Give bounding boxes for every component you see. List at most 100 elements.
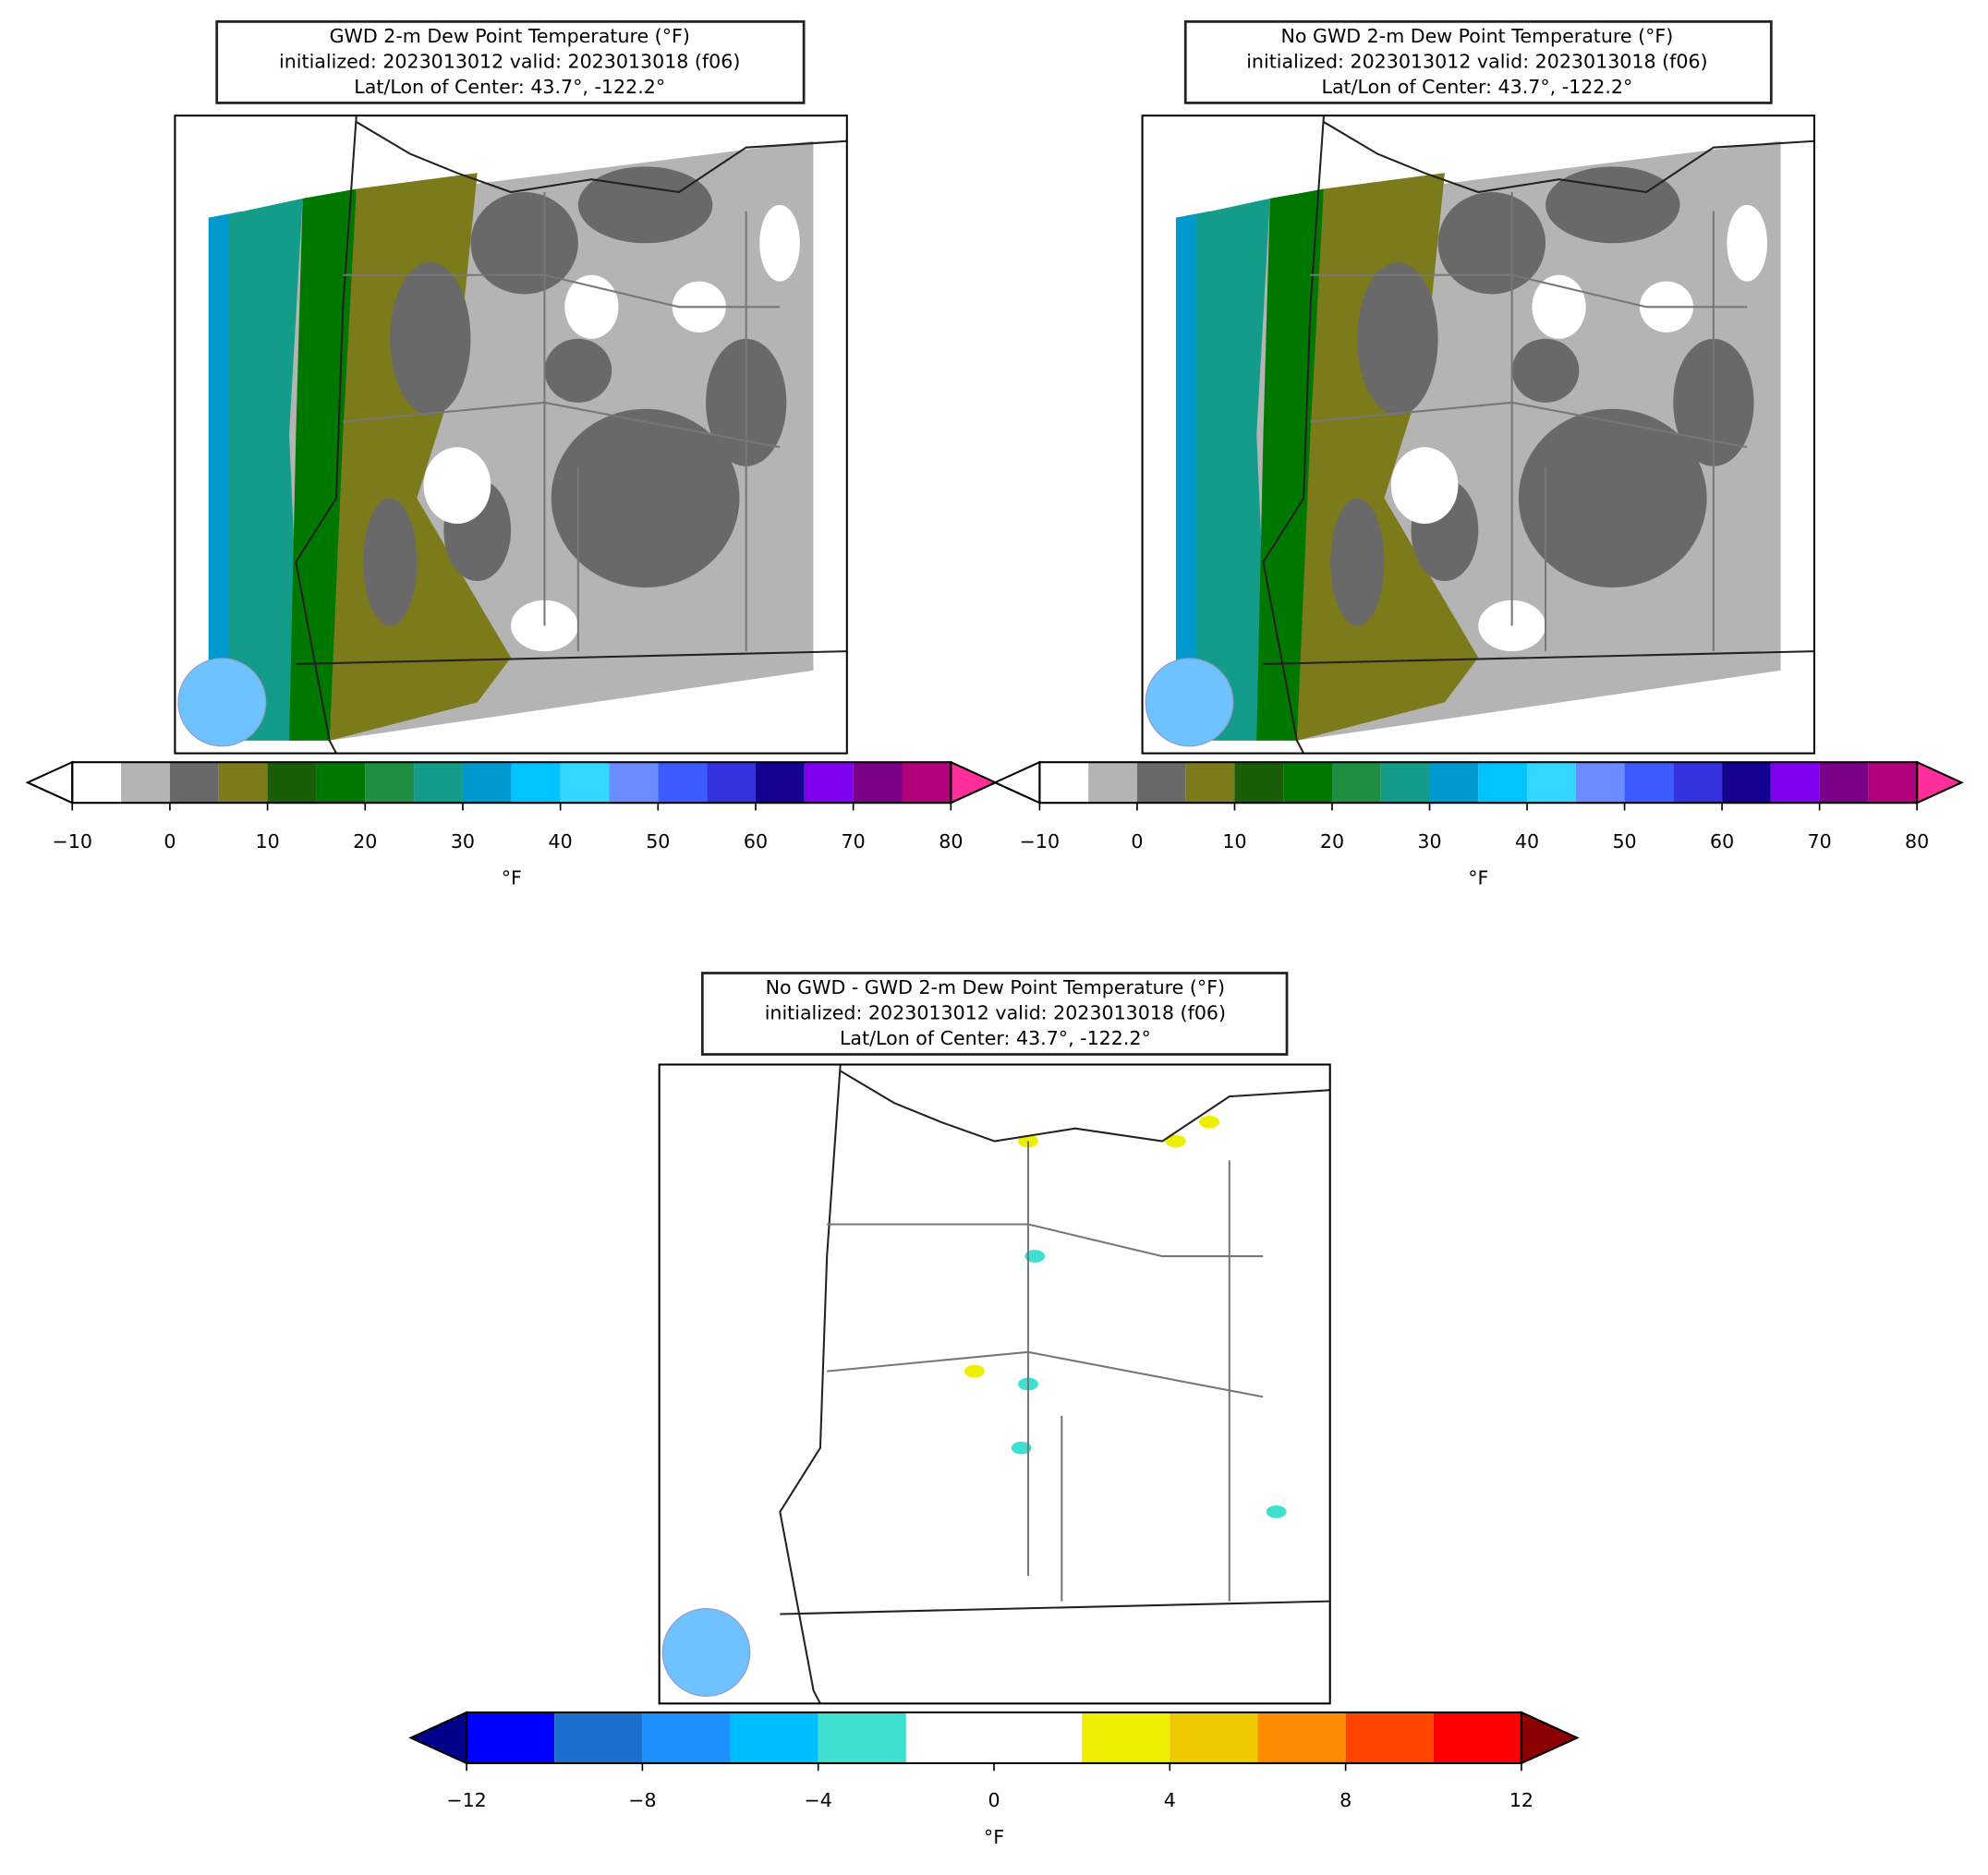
colorbar-over: [1916, 760, 1964, 804]
field-patch: [1390, 447, 1459, 525]
colorbar-segment: [365, 762, 415, 804]
title-line: initialized: 2023013012 valid: 202301301…: [1246, 50, 1707, 72]
colorbar-tick-label: −10: [1020, 830, 1060, 853]
title-box: [215, 20, 806, 104]
colorbar-segment: [1039, 762, 1089, 804]
field-patch: [1437, 192, 1546, 295]
field-patch: [1330, 498, 1385, 626]
colorbar-segment: [1433, 1712, 1521, 1763]
colorbar-tick-label: 30: [451, 830, 475, 853]
colorbar-segment: [658, 762, 708, 804]
title-line: No GWD 2-m Dew Point Temperature (°F): [1281, 25, 1674, 47]
colorbar-tick-label: 40: [1515, 830, 1539, 853]
field-patch: [544, 338, 612, 403]
colorbar-tick-label: 0: [988, 1789, 1000, 1811]
colorbar-segment: [1722, 762, 1771, 804]
noaa-logo: [177, 658, 267, 747]
county-line: [1310, 401, 1748, 449]
field-patch: [470, 192, 578, 295]
field-ocean-teal: [1195, 198, 1270, 741]
colorbar-segment: [1234, 762, 1284, 804]
county-line: [827, 1350, 1264, 1398]
colorbar-segment: [560, 762, 610, 804]
colorbar-segment: [1673, 762, 1723, 804]
title-line: No GWD - GWD 2-m Dew Point Temperature (…: [766, 976, 1225, 998]
map-frame: [174, 115, 848, 755]
colorbar-segment: [414, 762, 463, 804]
colorbar-segment: [1624, 762, 1674, 804]
field-patch: [759, 204, 800, 282]
colorbar-frame: [1038, 761, 1919, 804]
colorbar-segment: [1257, 1712, 1346, 1763]
field-patch: [1511, 338, 1580, 403]
colorbar-label: °F: [984, 1826, 1004, 1848]
colorbar-tick-label: 8: [1339, 1789, 1352, 1811]
colorbar-segment: [72, 762, 122, 804]
colorbar-segment: [121, 762, 170, 804]
colorbar-segment: [853, 762, 903, 804]
colorbar-segment: [467, 1712, 555, 1763]
colorbar-segment: [755, 762, 805, 804]
colorbar-tick-label: 20: [1320, 830, 1344, 853]
state-border: [356, 121, 847, 194]
state-border: [780, 1600, 1330, 1615]
field-patch: [1024, 1250, 1046, 1263]
panel: GWD 2-m Dew Point Temperature (°F) initia…: [25, 20, 999, 889]
colorbar-segment: [1380, 762, 1430, 804]
colorbar-segment: [1478, 762, 1528, 804]
county-line: [343, 273, 781, 308]
field-patch: [1727, 204, 1768, 282]
colorbar-segment: [994, 1712, 1083, 1763]
colorbar-segment: [1868, 762, 1918, 804]
title-line: GWD 2-m Dew Point Temperature (°F): [330, 25, 690, 47]
colorbar-segment: [1185, 762, 1235, 804]
colorbar-segment: [818, 1712, 906, 1763]
colorbar-tick-label: 80: [939, 830, 963, 853]
colorbar-label: °F: [1468, 867, 1488, 889]
colorbar-frame: [71, 761, 952, 804]
field-patch: [423, 447, 491, 525]
colorbar-segment: [1819, 762, 1869, 804]
field-patch: [964, 1364, 985, 1378]
title-box: [1183, 20, 1773, 104]
field-patch: [363, 498, 418, 626]
title-line: initialized: 2023013012 valid: 202301301…: [765, 1002, 1226, 1024]
colorbar-tick-label: 70: [1808, 830, 1832, 853]
colorbar-segment: [804, 762, 854, 804]
title-line: Lat/Lon of Center: 43.7°, -122.2°: [840, 1027, 1151, 1049]
colorbar-segment: [609, 762, 659, 804]
field-patch: [1266, 1505, 1287, 1518]
colorbar-tick-label: 80: [1905, 830, 1929, 853]
field-patch: [551, 408, 740, 588]
colorbar-tick-label: −4: [805, 1789, 832, 1811]
colorbar-segment: [511, 762, 561, 804]
colorbar-segment: [267, 762, 317, 804]
noaa-logo: [661, 1608, 751, 1697]
field-patch: [577, 166, 713, 244]
field-patch: [1199, 1115, 1219, 1129]
panel: No GWD 2-m Dew Point Temperature (°F) ini…: [992, 20, 1964, 889]
colorbar-segment: [1345, 1712, 1434, 1763]
county-line: [827, 1223, 1264, 1258]
state-border: [840, 1070, 1330, 1143]
colorbar-segment: [554, 1712, 643, 1763]
field-patch: [1357, 261, 1438, 416]
county-line: [343, 401, 781, 449]
colorbar-tick-label: −12: [446, 1789, 486, 1811]
colorbar-segment: [905, 1712, 994, 1763]
title-line: Lat/Lon of Center: 43.7°, -122.2°: [354, 76, 665, 98]
colorbar-segment: [1088, 762, 1137, 804]
field-patch: [1011, 1441, 1032, 1455]
colorbar-tick-label: 4: [1164, 1789, 1176, 1811]
field-coast-green: [289, 188, 357, 741]
state-border: [1323, 121, 1815, 194]
colorbar-over: [1520, 1711, 1580, 1765]
colorbar-segment: [1136, 762, 1186, 804]
colorbar-segment: [730, 1712, 818, 1763]
colorbar-tick-label: 20: [353, 830, 377, 853]
field-patch: [1546, 166, 1680, 244]
colorbar-segment: [1082, 1712, 1170, 1763]
title-box: [700, 972, 1289, 1056]
colorbar-under: [408, 1711, 468, 1765]
